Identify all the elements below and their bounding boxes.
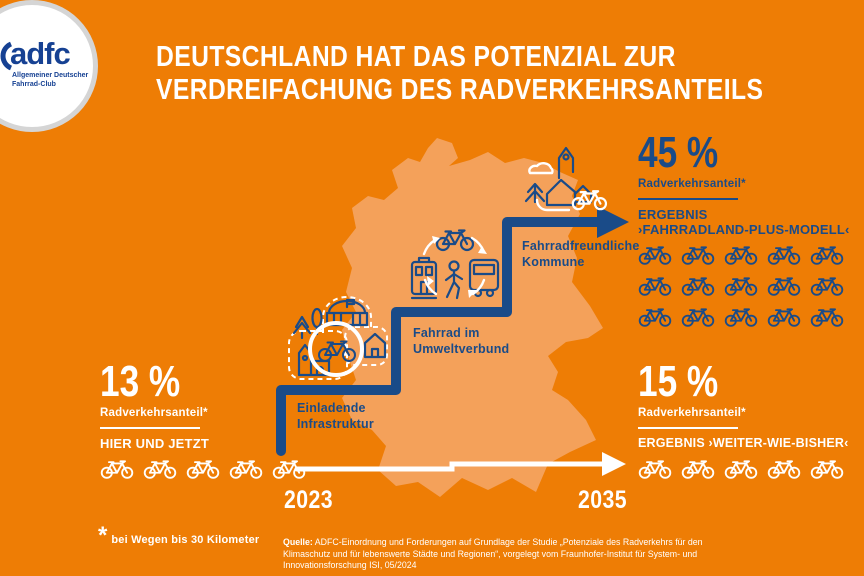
bike-pictogram-row-bau xyxy=(638,458,864,479)
asterisk-icon: * xyxy=(98,522,108,549)
page-title-line2: VERDREIFACHUNG DES RADVERKEHRSANTEILS xyxy=(156,74,764,106)
bike-friendly-community-icon xyxy=(524,146,608,212)
timeline-start-year: 2023 xyxy=(284,486,333,514)
bicycle-icon xyxy=(810,308,844,327)
timeline-arrow xyxy=(294,452,626,476)
bicycle-icon xyxy=(810,246,844,265)
page-title: DEUTSCHLAND HAT DAS POTENZIAL ZUR VERDRE… xyxy=(156,41,763,107)
step-label-einladende-infrastruktur: Einladende Infrastruktur xyxy=(297,401,374,431)
bicycle-icon xyxy=(186,460,220,479)
bicycle-icon xyxy=(638,308,672,327)
bike-pictogram-row-now xyxy=(100,458,326,479)
germany-map-silhouette xyxy=(342,138,603,497)
divider xyxy=(100,427,200,429)
bicycle-icon xyxy=(724,308,758,327)
bicycle-icon xyxy=(681,277,715,296)
bicycle-icon xyxy=(681,308,715,327)
bicycle-icon xyxy=(681,460,715,479)
stat-caption-now: HIER UND JETZT xyxy=(100,436,209,451)
stat-label-now: Radverkehrsanteil* xyxy=(100,407,208,419)
page-title-line1: DEUTSCHLAND HAT DAS POTENZIAL ZUR xyxy=(156,41,676,73)
bicycle-icon xyxy=(810,460,844,479)
bicycle-icon xyxy=(229,460,263,479)
stat-caption-bau: ERGEBNIS ›WEITER-WIE-BISHER‹ xyxy=(638,436,849,450)
bike-in-eco-mobility-mix-icon xyxy=(410,229,500,300)
adfc-logo-subtitle: Allgemeiner Deutscher Fahrrad-Club xyxy=(12,72,89,88)
stat-value-now: 13 % xyxy=(100,357,181,406)
bicycle-icon xyxy=(272,460,306,479)
bicycle-icon xyxy=(681,246,715,265)
adfc-logo-mark-icon xyxy=(0,41,13,71)
divider xyxy=(638,198,738,200)
footnote: * bei Wegen bis 30 Kilometer xyxy=(98,524,259,548)
stat-value-plus: 45 % xyxy=(638,128,719,177)
bicycle-icon xyxy=(767,246,801,265)
source-text: ADFC-Einordnung und Forderungen auf Grun… xyxy=(283,537,703,570)
staircase-arrow xyxy=(276,206,629,456)
step-label-fahrrad-im-umweltverbund: Fahrrad im Umweltverbund xyxy=(413,326,510,356)
bike-pictogram-grid-plus xyxy=(638,244,864,327)
stat-label-plus: Radverkehrsanteil* xyxy=(638,178,746,190)
inviting-infrastructure-icon xyxy=(288,296,388,380)
source-label: Quelle: xyxy=(283,537,313,547)
bicycle-icon xyxy=(100,460,134,479)
adfc-logo-wordmark: adfc xyxy=(10,36,71,71)
stat-block-now: 13 % Radverkehrsanteil* HIER UND JETZT xyxy=(100,360,326,479)
stat-block-plus-model: 45 % Radverkehrsanteil* ERGEBNIS ›FAHRRA… xyxy=(638,131,864,327)
bicycle-icon xyxy=(724,277,758,296)
step-label-fahrradfreundliche-kommune: Fahrradfreundliche Kommune xyxy=(522,239,640,269)
timeline-end-year: 2035 xyxy=(578,486,627,514)
bicycle-icon xyxy=(724,246,758,265)
source-note: Quelle: ADFC-Einordnung und Forderungen … xyxy=(283,537,735,572)
bicycle-icon xyxy=(767,460,801,479)
bicycle-icon xyxy=(724,460,758,479)
bicycle-icon xyxy=(810,277,844,296)
stat-label-bau: Radverkehrsanteil* xyxy=(638,407,746,419)
stat-block-weiter-wie-bisher: 15 % Radverkehrsanteil* ERGEBNIS ›WEITER… xyxy=(638,360,864,479)
bicycle-icon xyxy=(143,460,177,479)
stat-caption-plus-line2: ›FAHRRADLAND-PLUS-MODELL‹ xyxy=(638,222,850,237)
bicycle-icon xyxy=(638,246,672,265)
bicycle-icon xyxy=(767,308,801,327)
divider xyxy=(638,427,738,429)
bicycle-icon xyxy=(638,277,672,296)
stat-value-bau: 15 % xyxy=(638,357,719,406)
bicycle-icon xyxy=(318,340,356,362)
footnote-text: bei Wegen bis 30 Kilometer xyxy=(111,534,260,546)
bicycle-icon xyxy=(638,460,672,479)
bicycle-icon xyxy=(767,277,801,296)
stat-caption-plus-line1: ERGEBNIS xyxy=(638,207,708,222)
